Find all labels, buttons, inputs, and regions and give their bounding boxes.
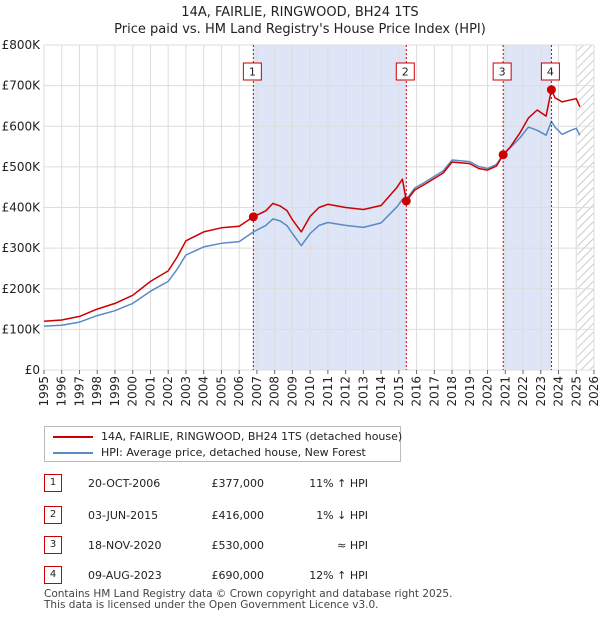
x-tick-label: 2006 (232, 376, 246, 407)
x-tick-label: 2015 (392, 376, 406, 407)
x-tick-label: 2013 (356, 376, 370, 407)
sale-point (546, 85, 556, 95)
sale-date: 18-NOV-2020 (88, 539, 162, 552)
x-tick-label: 2011 (321, 376, 335, 407)
sale-point (498, 150, 508, 160)
footer-attribution: Contains HM Land Registry data © Crown c… (44, 589, 452, 611)
x-tick-label: 1998 (90, 376, 104, 407)
price-chart: 1 2 3 4 £0 £100K £200K £300K £400K £500K £600K £70… (2, 38, 600, 407)
sale-marker-label: 4 (547, 66, 554, 79)
x-tick-label: 2023 (534, 376, 548, 407)
x-tick-label: 2018 (445, 376, 459, 407)
x-tick-label: 2017 (427, 376, 441, 407)
sale-marker-badge (540, 62, 560, 81)
x-tick-label: 2005 (214, 376, 228, 407)
sale-date: 09-AUG-2023 (88, 569, 162, 582)
x-tick-label: 2020 (481, 376, 495, 407)
legend-swatch-property (53, 436, 93, 438)
x-tick-label: 2014 (374, 376, 388, 407)
sale-hpi-comparison: ≈ HPI (337, 539, 368, 552)
x-tick-label: 2021 (498, 376, 512, 407)
sale-hpi-comparison: 11% ↑ HPI (309, 477, 368, 490)
y-tick-label: £200K (2, 282, 42, 296)
sale-number-badge: 1 (44, 474, 62, 492)
sale-marker-label: 1 (249, 66, 256, 79)
x-tick-label: 2024 (552, 376, 566, 407)
y-tick-label: £700K (2, 79, 42, 93)
property-price-line (43, 88, 581, 323)
x-tick-label: 2000 (126, 376, 140, 407)
sale-point (248, 212, 258, 222)
x-tick-label: 2019 (463, 376, 477, 407)
y-tick-label: £500K (2, 160, 42, 174)
sale-number-badge: 2 (44, 506, 62, 524)
x-tick-label: 2008 (268, 376, 282, 407)
sale-point (401, 196, 411, 206)
x-tick-label: 2022 (516, 376, 530, 407)
sale-price: £416,000 (211, 509, 265, 522)
x-tick-label: 2002 (161, 376, 175, 407)
sale-hpi-comparison: 1% ↓ HPI (316, 509, 368, 522)
sale-number-badge: 3 (44, 536, 62, 554)
x-tick-label: 1999 (108, 376, 122, 407)
y-tick-label: £100K (2, 322, 42, 336)
sale-price: £530,000 (211, 539, 265, 552)
chart-title-block: 14A, FAIRLIE, RINGWOOD, BH24 1TS Price p… (0, 4, 600, 38)
hpi-line (43, 120, 581, 327)
sale-date: 20-OCT-2006 (88, 477, 161, 490)
legend-label-hpi: HPI: Average price, detached house, New … (101, 446, 366, 459)
x-tick-label: 2026 (587, 376, 600, 407)
x-tick-label: 2003 (179, 376, 193, 407)
y-tick-label: £600K (2, 119, 42, 133)
y-tick-label: £400K (2, 201, 42, 215)
legend: 14A, FAIRLIE, RINGWOOD, BH24 1TS (detach… (44, 426, 403, 462)
chart-title: 14A, FAIRLIE, RINGWOOD, BH24 1TS (181, 5, 419, 20)
sale-marker-badge (395, 62, 415, 81)
footer-copyright: Contains HM Land Registry data © Crown c… (44, 588, 453, 600)
sale-price: £690,000 (211, 569, 265, 582)
legend-swatch-hpi (53, 452, 93, 454)
x-tick-label: 2001 (143, 376, 157, 407)
sale-marker-badge (242, 62, 262, 81)
y-tick-label: £800K (2, 38, 42, 52)
x-tick-label: 1996 (55, 376, 69, 407)
x-tick-label: 2007 (250, 376, 264, 407)
sale-date: 03-JUN-2015 (88, 509, 159, 522)
sale-hpi-comparison: 12% ↑ HPI (309, 569, 368, 582)
sale-marker-label: 3 (499, 66, 506, 79)
y-tick-label: £0 (25, 363, 40, 377)
x-tick-label: 2016 (410, 376, 424, 407)
y-tick-label: £300K (2, 241, 42, 255)
x-tick-label: 2012 (339, 376, 353, 407)
x-tick-label: 2009 (285, 376, 299, 407)
chart-subtitle: Price paid vs. HM Land Registry's House … (114, 22, 486, 37)
sale-price: £377,000 (211, 477, 265, 490)
sale-marker-badge (492, 62, 512, 81)
x-tick-label: 2004 (197, 376, 211, 407)
x-tick-label: 1995 (37, 376, 51, 407)
sale-number-badge: 4 (44, 566, 62, 584)
footer-licence: This data is licensed under the Open Gov… (44, 599, 379, 611)
x-tick-label: 2010 (303, 376, 317, 407)
legend-label-property: 14A, FAIRLIE, RINGWOOD, BH24 1TS (detach… (101, 430, 403, 443)
x-tick-label: 1997 (72, 376, 86, 407)
sale-marker-label: 2 (402, 66, 409, 79)
x-tick-label: 2025 (569, 376, 583, 407)
